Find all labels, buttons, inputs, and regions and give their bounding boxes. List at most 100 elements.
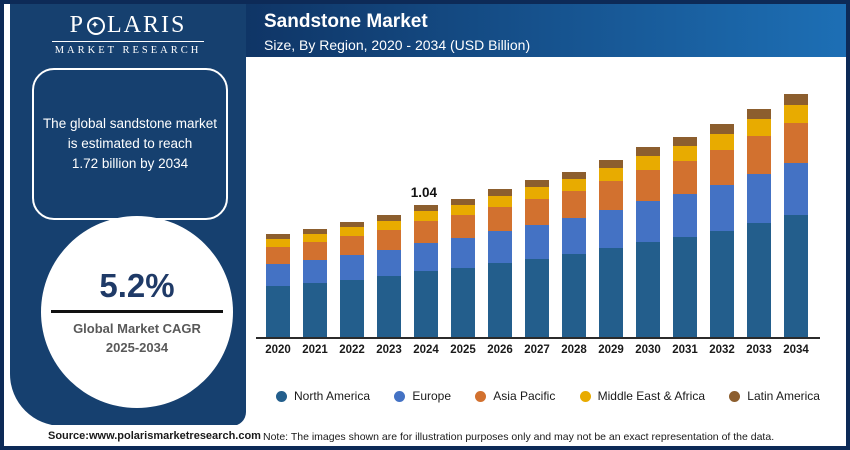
data-label-2024: 1.04	[410, 185, 438, 200]
segment-middle-east-africa-2026	[488, 196, 512, 207]
bar-2025	[451, 199, 475, 337]
segment-asia-pacific-2027	[525, 199, 549, 225]
x-tick-2027: 2027	[524, 344, 550, 356]
segment-latin-america-2024	[414, 205, 438, 211]
segment-europe-2029	[599, 210, 623, 248]
page-title: Sandstone Market	[264, 11, 428, 32]
segment-asia-pacific-2020	[266, 247, 290, 264]
segment-europe-2032	[710, 185, 734, 231]
segment-north-america-2034	[784, 215, 808, 337]
segment-europe-2023	[377, 250, 401, 276]
bar-2028	[562, 172, 586, 337]
segment-asia-pacific-2023	[377, 230, 401, 250]
legend-dot-icon	[579, 390, 591, 402]
legend-item-middle-east-africa: Middle East & Africa	[579, 389, 705, 403]
segment-europe-2024	[414, 243, 438, 271]
segment-asia-pacific-2022	[340, 236, 364, 255]
segment-asia-pacific-2032	[710, 150, 734, 185]
segment-north-america-2032	[710, 231, 734, 337]
segment-north-america-2033	[747, 223, 771, 337]
bar-2032	[710, 124, 734, 337]
segment-north-america-2030	[636, 242, 660, 337]
page-subtitle: Size, By Region, 2020 - 2034 (USD Billio…	[264, 37, 531, 53]
segment-asia-pacific-2034	[784, 123, 808, 163]
segment-asia-pacific-2021	[303, 242, 327, 260]
note-text: Note: The images shown are for illustrat…	[263, 431, 775, 443]
legend-item-asia-pacific: Asia Pacific	[475, 389, 555, 403]
cagr-period: 2025-2034	[105, 339, 169, 355]
compass-star-icon: ✦	[87, 16, 105, 35]
x-tick-2032: 2032	[709, 344, 735, 356]
x-tick-2028: 2028	[561, 344, 587, 356]
segment-europe-2030	[636, 201, 660, 242]
callout-line: is estimated to reach	[67, 135, 193, 151]
x-tick-2020: 2020	[265, 344, 291, 356]
chart-legend: North America Europe Asia Pacific Middle Ea…	[276, 389, 820, 403]
x-tick-2023: 2023	[376, 344, 402, 356]
segment-north-america-2022	[340, 280, 364, 337]
header: Sandstone Market Size, By Region, 2020 -…	[246, 4, 846, 57]
x-tick-2029: 2029	[598, 344, 624, 356]
segment-asia-pacific-2033	[747, 136, 771, 174]
segment-asia-pacific-2024	[414, 221, 438, 243]
segment-europe-2031	[673, 194, 697, 237]
segment-middle-east-africa-2020	[266, 239, 290, 247]
segment-asia-pacific-2031	[673, 161, 697, 194]
segment-latin-america-2020	[266, 234, 290, 239]
legend-item-latin-america: Latin America	[729, 389, 820, 403]
brand-letters-rest: LARIS	[107, 12, 187, 38]
segment-middle-east-africa-2028	[562, 179, 586, 191]
segment-latin-america-2032	[710, 124, 734, 134]
chart-area: 2020 2021 2022 2023 2024 2025 2026 2027 2028 2029…	[246, 57, 846, 425]
bar-2023	[377, 215, 401, 337]
segment-latin-america-2025	[451, 199, 475, 205]
segment-north-america-2031	[673, 237, 697, 337]
footer: Source:www.polarismarketresearch.com Not…	[4, 425, 846, 446]
segment-europe-2026	[488, 231, 512, 263]
segment-asia-pacific-2026	[488, 207, 512, 231]
legend-dot-icon	[729, 390, 741, 402]
segment-latin-america-2023	[377, 215, 401, 221]
market-estimate-callout: The global sandstone market is estimated…	[32, 68, 228, 220]
segment-latin-america-2031	[673, 137, 697, 146]
x-tick-2033: 2033	[746, 344, 772, 356]
segment-middle-east-africa-2034	[784, 105, 808, 123]
segment-north-america-2027	[525, 259, 549, 337]
sidebar: P ✦ LARIS MARKET RESEARCH The global san…	[10, 4, 246, 426]
segment-middle-east-africa-2022	[340, 227, 364, 236]
segment-latin-america-2028	[562, 172, 586, 179]
segment-north-america-2028	[562, 254, 586, 337]
segment-latin-america-2034	[784, 94, 808, 105]
segment-north-america-2024	[414, 271, 438, 337]
cagr-divider	[51, 310, 223, 314]
bar-2034	[784, 94, 808, 337]
brand-name: P ✦ LARIS	[10, 12, 246, 39]
segment-europe-2021	[303, 260, 327, 283]
legend-label: Latin America	[747, 389, 820, 403]
cagr-badge: 5.2% Global Market CAGR 2025-2034	[41, 216, 233, 408]
cagr-label: Global Market CAGR	[73, 321, 201, 337]
legend-dot-icon	[475, 390, 487, 402]
x-tick-2031: 2031	[672, 344, 698, 356]
segment-asia-pacific-2030	[636, 170, 660, 201]
x-tick-2030: 2030	[635, 344, 661, 356]
segment-north-america-2021	[303, 283, 327, 337]
segment-europe-2027	[525, 225, 549, 259]
segment-latin-america-2030	[636, 147, 660, 156]
bar-2033	[747, 109, 771, 337]
segment-latin-america-2029	[599, 160, 623, 168]
x-tick-2024: 2024	[413, 344, 439, 356]
segment-middle-east-africa-2023	[377, 221, 401, 230]
x-tick-2022: 2022	[339, 344, 365, 356]
legend-item-europe: Europe	[394, 389, 451, 403]
segment-middle-east-africa-2025	[451, 205, 475, 215]
x-tick-2026: 2026	[487, 344, 513, 356]
logo-divider	[52, 41, 204, 42]
segment-europe-2034	[784, 163, 808, 215]
polaris-logo: P ✦ LARIS MARKET RESEARCH	[10, 4, 246, 56]
segment-north-america-2025	[451, 268, 475, 337]
stacked-bar-plot: 2020 2021 2022 2023 2024 2025 2026 2027 2028 2029…	[246, 57, 846, 356]
segment-europe-2028	[562, 218, 586, 254]
brand-tagline: MARKET RESEARCH	[54, 45, 202, 56]
